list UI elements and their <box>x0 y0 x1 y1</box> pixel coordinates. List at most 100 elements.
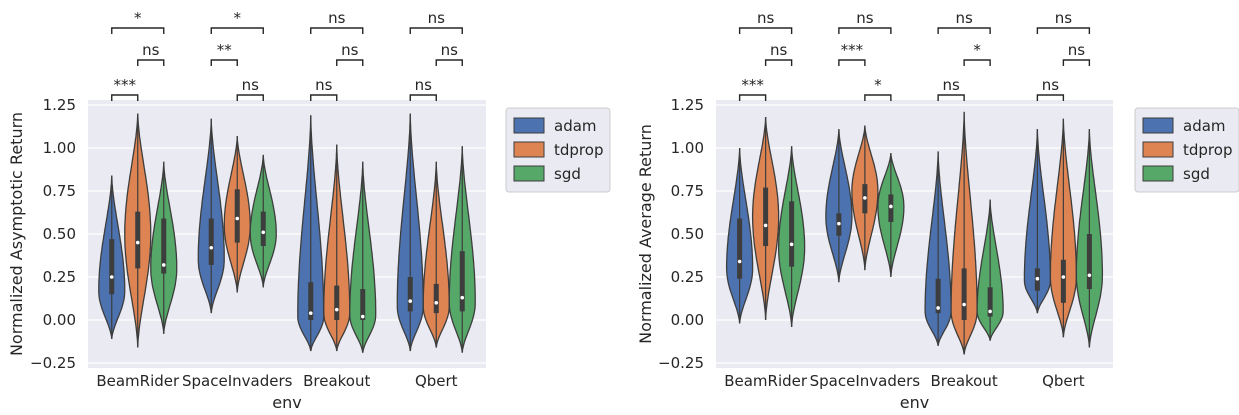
iqr-box-tdprop-Qbert <box>1060 259 1066 303</box>
significance-bracket <box>111 94 139 101</box>
legend-swatch-tdprop <box>513 141 545 158</box>
significance-label: ns <box>242 76 260 94</box>
significance-label: * <box>134 9 142 27</box>
iqr-box-adam-Qbert <box>407 277 413 312</box>
y-tick-label: 0.75 <box>43 182 76 200</box>
median-dot-sgd-Qbert <box>1087 273 1092 278</box>
x-tick-label: Qbert <box>415 372 458 390</box>
significance-bracket <box>937 94 965 101</box>
significance-bracket <box>864 94 892 101</box>
y-tick-label: 0.00 <box>43 311 76 329</box>
legend-label-sgd: sgd <box>554 165 581 183</box>
iqr-box-tdprop-Qbert <box>433 283 439 314</box>
x-tick-label: BeamRider <box>96 372 180 390</box>
iqr-box-sgd-Breakout <box>360 289 366 320</box>
iqr-box-sgd-Qbert <box>1086 234 1092 290</box>
median-dot-sgd-Breakout <box>988 309 992 314</box>
y-tick-label: 0.50 <box>43 225 76 243</box>
significance-label: ns <box>856 9 874 27</box>
significance-label: ns <box>955 9 973 27</box>
iqr-box-sgd-Qbert <box>459 251 465 312</box>
median-dot-tdprop-Breakout <box>962 302 966 307</box>
median-dot-adam-SpaceInvaders <box>209 245 214 250</box>
y-axis-label: Normalized Average Return <box>636 124 655 344</box>
significance-label: ns <box>757 9 775 27</box>
significance-label: ns <box>328 9 346 27</box>
median-dot-tdprop-Breakout <box>334 307 339 312</box>
significance-label: *** <box>741 76 764 94</box>
x-tick-label: SpaceInvaders <box>182 372 293 390</box>
median-dot-adam-BeamRider <box>109 275 114 279</box>
significance-label: ns <box>1055 9 1073 27</box>
median-dot-tdprop-BeamRider <box>135 240 140 245</box>
significance-bracket <box>1036 94 1065 101</box>
median-dot-tdprop-Qbert <box>1061 275 1066 279</box>
x-tick-label: Breakout <box>930 372 997 390</box>
iqr-box-sgd-BeamRider <box>789 201 795 267</box>
legend-swatch-sgd <box>1142 165 1174 182</box>
significance-bracket <box>738 94 767 101</box>
significance-label: ns <box>770 41 788 59</box>
significance-bracket <box>111 27 165 34</box>
iqr-box-adam-Breakout <box>308 282 314 320</box>
significance-label: ns <box>341 41 359 59</box>
y-tick-label: 0.75 <box>671 182 704 200</box>
median-dot-sgd-BeamRider <box>161 263 166 267</box>
y-axis-label: Normalized Asymptotic Return <box>7 112 26 356</box>
iqr-box-sgd-Breakout <box>987 287 993 317</box>
y-tick-label: −0.25 <box>658 354 704 372</box>
significance-bracket <box>210 27 264 34</box>
median-dot-adam-Qbert <box>408 299 413 303</box>
significance-label: * <box>973 41 981 59</box>
iqr-box-sgd-SpaceInvaders <box>260 211 266 247</box>
iqr-box-tdprop-Breakout <box>334 285 340 320</box>
median-dot-adam-Qbert <box>1035 276 1040 281</box>
y-tick-label: 1.00 <box>43 139 76 157</box>
significance-bracket <box>1062 59 1091 66</box>
median-dot-tdprop-BeamRider <box>763 223 768 228</box>
significance-label: ns <box>428 9 446 27</box>
legend: adam tdprop sgd <box>1134 107 1239 193</box>
iqr-box-tdprop-BeamRider <box>135 211 141 269</box>
median-dot-sgd-Breakout <box>360 314 365 319</box>
median-dot-sgd-SpaceInvaders <box>261 230 266 235</box>
significance-label: ns <box>441 41 459 59</box>
y-tick-label: 0.50 <box>671 225 704 243</box>
iqr-box-adam-BeamRider <box>109 239 115 295</box>
significance-label: ns <box>142 41 160 59</box>
median-dot-tdprop-Qbert <box>434 301 439 305</box>
chart-panel-1: −0.25 0.00 0.25 0.50 0.75 1.00 1.25 BeamRider Sp… <box>7 9 611 412</box>
iqr-box-tdprop-SpaceInvaders <box>234 189 240 243</box>
significance-bracket <box>838 27 892 34</box>
x-axis-label: env <box>272 393 301 412</box>
significance-label: *** <box>841 41 864 59</box>
median-dot-sgd-Qbert <box>460 295 465 300</box>
legend-swatch-adam <box>1142 117 1174 134</box>
y-tick-label: 1.00 <box>671 139 704 157</box>
legend-swatch-tdprop <box>1142 141 1174 158</box>
significance-label: ns <box>415 76 433 94</box>
significance-label: * <box>874 76 882 94</box>
significance-bracket <box>937 27 991 34</box>
median-dot-adam-SpaceInvaders <box>837 221 841 226</box>
legend-label-tdprop: tdprop <box>1183 141 1232 159</box>
iqr-box-tdprop-BeamRider <box>763 187 769 247</box>
y-tick-label: 0.00 <box>671 311 704 329</box>
legend: adam tdprop sgd <box>505 107 611 193</box>
iqr-box-adam-SpaceInvaders <box>208 218 214 265</box>
significance-label: ns <box>1042 76 1060 94</box>
significance-bracket <box>409 27 463 34</box>
significance-label: ns <box>315 76 333 94</box>
significance-bracket <box>310 94 338 101</box>
y-tick-label: 0.25 <box>43 268 76 286</box>
iqr-box-adam-BeamRider <box>737 218 743 279</box>
legend-swatch-sgd <box>513 165 545 182</box>
x-tick-label: Qbert <box>1042 372 1085 390</box>
significance-bracket <box>310 27 364 34</box>
y-tick-label: −0.25 <box>30 354 76 372</box>
median-dot-adam-Breakout <box>936 306 940 310</box>
significance-bracket <box>137 59 165 66</box>
legend-label-adam: adam <box>554 117 597 135</box>
chart-panel-2: −0.25 0.00 0.25 0.50 0.75 1.00 1.25 BeamRider Sp… <box>636 9 1239 412</box>
